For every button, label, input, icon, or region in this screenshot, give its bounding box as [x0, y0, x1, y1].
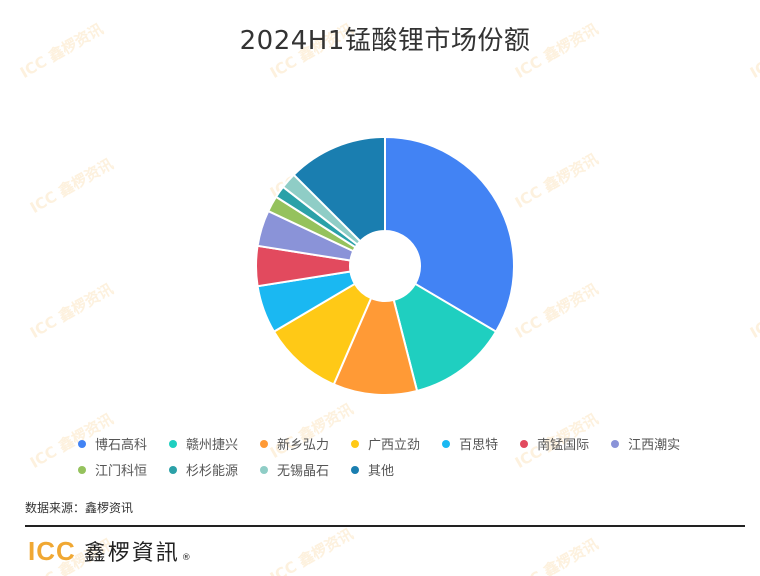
legend-item[interactable]: 广西立劲: [351, 434, 420, 453]
icc-logo: ICC 鑫椤資訊 ®: [28, 535, 191, 567]
chart-legend: 博石高科 赣州捷兴 新乡弘力 广西立劲 百思特 南锰国际 江西潮实江门科恒 杉杉能源 无锡晶石 其…: [78, 434, 718, 486]
legend-item[interactable]: 赣州捷兴: [169, 434, 238, 453]
legend-swatch: [611, 439, 620, 448]
legend-item[interactable]: 百思特: [442, 434, 498, 453]
legend-swatch: [520, 439, 529, 448]
legend-label: 百思特: [459, 438, 499, 453]
legend-label: 江门科恒: [95, 464, 148, 479]
legend-swatch: [351, 465, 360, 474]
footer-divider: [25, 525, 745, 527]
slice-1[interactable]: [384, 135, 515, 334]
legend-label: 赣州捷兴: [186, 438, 239, 453]
legend-item[interactable]: 杉杉能源: [169, 460, 238, 479]
legend-item[interactable]: 无锡晶石: [260, 460, 329, 479]
legend-label: 广西立劲: [368, 438, 421, 453]
legend-label: 其他: [368, 464, 395, 479]
legend-swatch: [260, 439, 269, 448]
data-source: 数据来源：鑫椤资讯: [25, 501, 134, 515]
legend-swatch: [169, 465, 178, 474]
legend-label: 杉杉能源: [186, 464, 239, 479]
slice-2[interactable]: [392, 282, 498, 393]
logo-registered-mark: ®: [181, 553, 191, 563]
legend-label: 无锡晶石: [277, 464, 330, 479]
legend-item[interactable]: 南锰国际: [520, 434, 589, 453]
slice-11[interactable]: [292, 135, 386, 243]
legend-label: 新乡弘力: [277, 438, 330, 453]
legend-item[interactable]: 其他: [351, 460, 394, 479]
legend-swatch: [260, 465, 269, 474]
legend-label: 南锰国际: [537, 438, 590, 453]
legend-swatch: [169, 439, 178, 448]
legend-item[interactable]: 新乡弘力: [260, 434, 329, 453]
logo-cn-text: 鑫椤資訊: [83, 541, 180, 566]
legend-swatch: [442, 439, 451, 448]
legend-label: 博石高科: [95, 438, 148, 453]
legend-swatch: [78, 465, 86, 474]
legend-item[interactable]: 江门科恒: [78, 460, 147, 479]
logo-icc-text: ICC: [28, 536, 76, 566]
legend-swatch: [351, 439, 360, 448]
legend-item[interactable]: 博石高科: [78, 434, 147, 453]
legend-label: 江西潮实: [628, 438, 681, 453]
legend-swatch: [78, 439, 86, 448]
legend-item[interactable]: 江西潮实: [611, 434, 680, 453]
chart-title: 2024H1锰酸锂市场份额: [239, 26, 531, 56]
